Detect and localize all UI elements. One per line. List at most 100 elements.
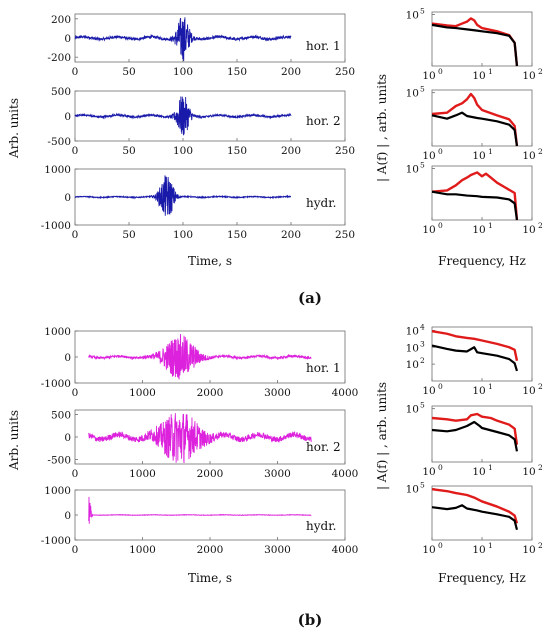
y-tick-label: 10 — [406, 325, 419, 337]
spectrum-line-black — [431, 190, 519, 221]
x-tick-label: 3000 — [264, 544, 291, 556]
x-tick-exponent: 2 — [538, 541, 543, 550]
x-tick-label: 10 — [422, 544, 435, 556]
frequency-xlabel-b: Frequency, Hz — [438, 571, 526, 585]
x-tick-label: 10 — [472, 224, 485, 236]
x-tick-exponent: 2 — [538, 67, 543, 76]
x-tick-label: 10 — [422, 385, 435, 397]
x-tick-label: 50 — [122, 145, 135, 157]
y-tick-label: 10 — [406, 10, 419, 22]
y-tick-exponent: 5 — [420, 481, 425, 490]
x-tick-label: 100 — [173, 66, 193, 78]
x-tick-label: 10 — [472, 150, 485, 162]
spectrum-line-red — [431, 171, 519, 221]
y-tick-label: 10 — [406, 404, 419, 416]
x-tick-exponent: 1 — [488, 221, 493, 230]
x-tick-label: 0 — [72, 229, 79, 241]
y-tick-label: 1000 — [44, 326, 71, 338]
time-ylabel-a: Arb. units — [7, 98, 21, 159]
spectrum-line-red — [431, 412, 519, 445]
panel-label-b: (b) — [298, 611, 323, 629]
y-tick-exponent: 5 — [420, 161, 425, 170]
y-tick-label: 500 — [51, 410, 71, 422]
y-tick-label: 1000 — [44, 164, 71, 176]
x-tick-exponent: 1 — [488, 463, 493, 472]
plot-frame — [431, 485, 533, 541]
spectrum-ylabel-b: | A(f) | , arb. units — [375, 382, 389, 490]
signal-trace — [88, 334, 312, 380]
y-tick-label: 0 — [64, 192, 71, 204]
spectrum-line-black — [431, 111, 519, 147]
signal-trace — [88, 413, 312, 464]
x-tick-label: 200 — [281, 66, 301, 78]
x-tick-exponent: 1 — [488, 541, 493, 550]
panel-label-a: (a) — [298, 289, 322, 307]
chart-a-spec1: 10 0 10 1 10 210 5 — [406, 7, 543, 82]
x-tick-exponent: 1 — [488, 382, 493, 391]
y-tick-label: 0 — [64, 352, 71, 364]
spectrum-line-black — [431, 23, 519, 67]
chart-b-spec2: 10 0 10 1 10 210 5 — [406, 401, 543, 478]
y-tick-exponent: 3 — [420, 339, 425, 348]
x-tick-label: 10 — [472, 385, 485, 397]
x-tick-exponent: 2 — [538, 221, 543, 230]
y-tick-label: 0 — [64, 111, 71, 123]
x-tick-label: 200 — [281, 229, 301, 241]
x-tick-label: 10 — [522, 544, 535, 556]
plot-frame — [431, 405, 533, 463]
x-tick-label: 10 — [522, 224, 535, 236]
spectrum-line-black — [431, 420, 519, 452]
signal-trace — [74, 175, 292, 216]
series-label: hor. 1 — [306, 39, 341, 53]
x-tick-exponent: 0 — [438, 147, 443, 156]
y-tick-label: 0 — [64, 33, 71, 45]
x-tick-exponent: 0 — [438, 463, 443, 472]
x-tick-exponent: 2 — [538, 382, 543, 391]
y-tick-label: 200 — [51, 14, 71, 26]
y-tick-label: 10 — [406, 484, 419, 496]
x-tick-label: 150 — [227, 229, 247, 241]
x-tick-label: 2000 — [197, 544, 224, 556]
x-tick-label: 150 — [227, 66, 247, 78]
x-tick-label: 4000 — [332, 387, 359, 399]
y-tick-exponent: 5 — [420, 85, 425, 94]
y-tick-label: -1000 — [41, 535, 71, 547]
x-tick-label: 2000 — [197, 468, 224, 480]
x-tick-label: 0 — [72, 145, 79, 157]
x-tick-exponent: 2 — [538, 147, 543, 156]
x-tick-label: 10 — [522, 385, 535, 397]
x-tick-label: 3000 — [264, 387, 291, 399]
y-tick-label: 0 — [64, 432, 71, 444]
y-tick-label: -200 — [47, 52, 71, 64]
x-tick-label: 50 — [122, 229, 135, 241]
signal-trace — [88, 496, 312, 524]
x-tick-label: 250 — [335, 145, 355, 157]
x-tick-exponent: 0 — [438, 541, 443, 550]
y-tick-exponent: 2 — [420, 356, 425, 365]
x-tick-label: 10 — [522, 150, 535, 162]
x-tick-label: 10 — [422, 150, 435, 162]
spectrum-line-black — [431, 504, 519, 530]
time-xlabel-b: Time, s — [188, 571, 232, 585]
spectrum-line-red — [431, 330, 519, 361]
time-ylabel-b: Arb. units — [7, 410, 21, 471]
x-tick-exponent: 1 — [488, 147, 493, 156]
x-tick-label: 100 — [173, 145, 193, 157]
x-tick-label: 3000 — [264, 468, 291, 480]
x-tick-label: 4000 — [332, 468, 359, 480]
spectrum-ylabel-a: | A(f) | , arb. units — [375, 74, 389, 182]
x-tick-label: 10 — [472, 70, 485, 82]
chart-b-spec3: 10 0 10 1 10 210 5 — [406, 481, 543, 556]
x-tick-label: 10 — [422, 70, 435, 82]
y-tick-label: -1000 — [41, 378, 71, 390]
y-tick-label: -500 — [47, 136, 71, 148]
y-tick-label: 10 — [406, 88, 419, 100]
